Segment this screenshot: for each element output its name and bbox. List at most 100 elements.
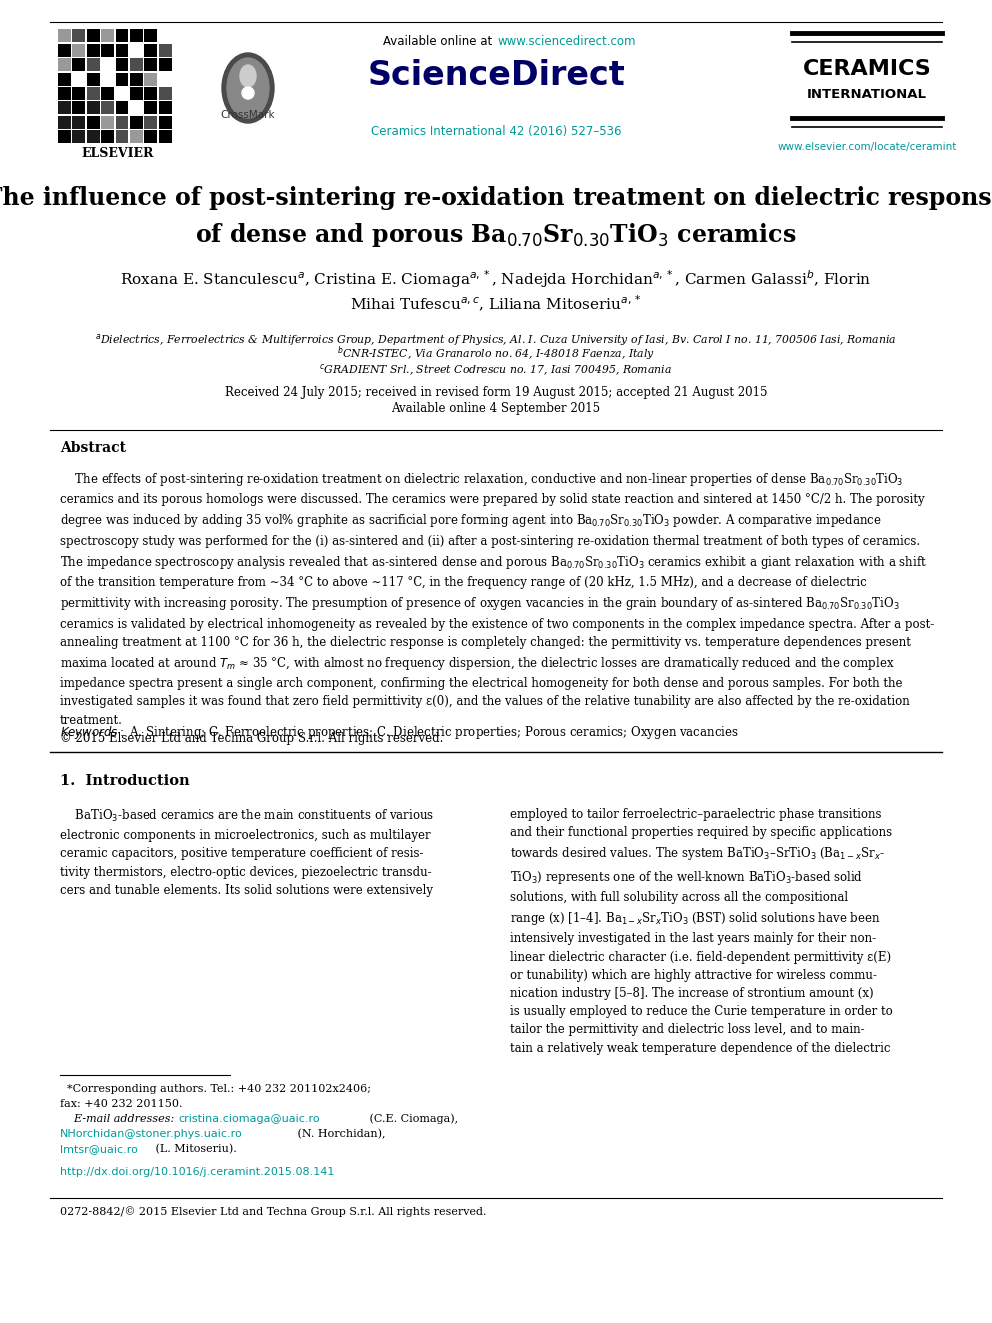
Text: www.sciencedirect.com: www.sciencedirect.com [497,34,636,48]
Text: $\it{Keywords:}$ A. Sintering; C. Ferroelectric properties; C. Dielectric proper: $\it{Keywords:}$ A. Sintering; C. Ferroe… [60,724,739,741]
Ellipse shape [240,65,256,87]
Bar [115,44,128,57]
Bar [101,115,114,128]
Bar [101,44,114,57]
Ellipse shape [222,53,274,123]
Bar [159,87,172,99]
Bar [115,87,128,99]
Bar [101,102,114,114]
Bar [159,130,172,143]
Text: Roxana E. Stanculescu$^a$, Cristina E. Ciomaga$^{a,*}$, Nadejda Horchidan$^{a,*}: Roxana E. Stanculescu$^a$, Cristina E. C… [120,269,872,290]
Bar [72,115,85,128]
Ellipse shape [227,58,269,118]
Text: www.elsevier.com/locate/ceramint: www.elsevier.com/locate/ceramint [778,142,956,152]
Bar [159,29,172,42]
Bar [58,115,71,128]
Text: ScienceDirect: ScienceDirect [367,60,625,93]
Bar [144,130,157,143]
Bar [130,102,143,114]
Bar [101,73,114,86]
Bar [159,73,172,86]
Text: fax: +40 232 201150.: fax: +40 232 201150. [60,1099,183,1109]
Bar [58,28,173,143]
Bar [58,44,71,57]
Bar [72,29,85,42]
Bar [86,73,99,86]
Text: $^a$Dielectrics, Ferroelectrics & Multiferroics Group, Department of Physics, Al: $^a$Dielectrics, Ferroelectrics & Multif… [95,332,897,348]
Bar [58,87,71,99]
Bar [144,115,157,128]
Text: Ceramics International 42 (2016) 527–536: Ceramics International 42 (2016) 527–536 [371,124,621,138]
Bar [86,130,99,143]
Bar [130,115,143,128]
Bar [86,44,99,57]
Text: CrossMark: CrossMark [220,110,276,120]
Text: CERAMICS: CERAMICS [803,60,931,79]
Bar [144,102,157,114]
Text: lmtsr@uaic.ro: lmtsr@uaic.ro [60,1144,138,1154]
Bar [72,44,85,57]
Text: Abstract: Abstract [60,441,126,455]
Bar [86,87,99,99]
Bar [115,73,128,86]
Text: (N. Horchidan),: (N. Horchidan), [294,1129,386,1139]
Bar [130,130,143,143]
Text: Available online at: Available online at [383,34,496,48]
Text: ELSEVIER: ELSEVIER [81,147,154,160]
Bar [58,130,71,143]
Bar [86,58,99,71]
Bar [144,87,157,99]
Bar [115,115,128,128]
Text: of dense and porous Ba$_{0.70}$Sr$_{0.30}$TiO$_3$ ceramics: of dense and porous Ba$_{0.70}$Sr$_{0.30… [195,221,797,249]
Bar [115,102,128,114]
Text: INTERNATIONAL: INTERNATIONAL [807,89,927,101]
Bar [115,58,128,71]
Text: Mihai Tufescu$^{a,c}$, Liliana Mitoseriu$^{a,*}$: Mihai Tufescu$^{a,c}$, Liliana Mitoseriu… [350,294,642,314]
Text: Received 24 July 2015; received in revised form 19 August 2015; accepted 21 Augu: Received 24 July 2015; received in revis… [225,386,767,400]
Bar [159,115,172,128]
Bar [58,29,71,42]
Bar [86,102,99,114]
Text: $^b$CNR-ISTEC, Via Granarolo no. 64, I-48018 Faenza, Italy: $^b$CNR-ISTEC, Via Granarolo no. 64, I-4… [337,345,655,364]
Bar [101,29,114,42]
Text: Available online 4 September 2015: Available online 4 September 2015 [392,402,600,415]
Text: $^c$GRADIENT Srl., Street Codrescu no. 17, Iasi 700495, Romania: $^c$GRADIENT Srl., Street Codrescu no. 1… [319,363,673,377]
Bar [130,73,143,86]
Text: E-mail addresses:: E-mail addresses: [60,1114,178,1125]
Bar [130,29,143,42]
Bar [86,115,99,128]
Text: employed to tailor ferroelectric–paraelectric phase transitions
and their functi: employed to tailor ferroelectric–paraele… [510,808,893,1054]
Bar [159,44,172,57]
Bar [130,44,143,57]
Bar [144,29,157,42]
Circle shape [242,87,254,99]
Bar [115,29,128,42]
Bar [58,58,71,71]
Bar [130,87,143,99]
Text: 0272-8842/© 2015 Elsevier Ltd and Techna Group S.r.l. All rights reserved.: 0272-8842/© 2015 Elsevier Ltd and Techna… [60,1207,486,1217]
Bar [86,29,99,42]
Bar [72,73,85,86]
Bar [159,102,172,114]
Text: http://dx.doi.org/10.1016/j.ceramint.2015.08.141: http://dx.doi.org/10.1016/j.ceramint.201… [60,1167,334,1177]
Text: cristina.ciomaga@uaic.ro: cristina.ciomaga@uaic.ro [178,1114,319,1125]
Bar [130,58,143,71]
Bar [144,73,157,86]
Bar [72,102,85,114]
Bar [159,58,172,71]
Bar [101,58,114,71]
Bar [144,44,157,57]
Bar [101,87,114,99]
Text: BaTiO$_3$-based ceramics are the main constituents of various
electronic compone: BaTiO$_3$-based ceramics are the main co… [60,808,434,897]
Text: The influence of post-sintering re-oxidation treatment on dielectric response: The influence of post-sintering re-oxida… [0,187,992,210]
Bar [72,58,85,71]
Text: (L. Mitoseriu).: (L. Mitoseriu). [152,1143,237,1154]
Text: 1.  Introduction: 1. Introduction [60,774,189,789]
Bar [72,87,85,99]
Bar [58,73,71,86]
Bar [58,102,71,114]
Bar [101,130,114,143]
Bar [115,130,128,143]
Text: The effects of post-sintering re-oxidation treatment on dielectric relaxation, c: The effects of post-sintering re-oxidati… [60,471,934,745]
Bar [72,130,85,143]
